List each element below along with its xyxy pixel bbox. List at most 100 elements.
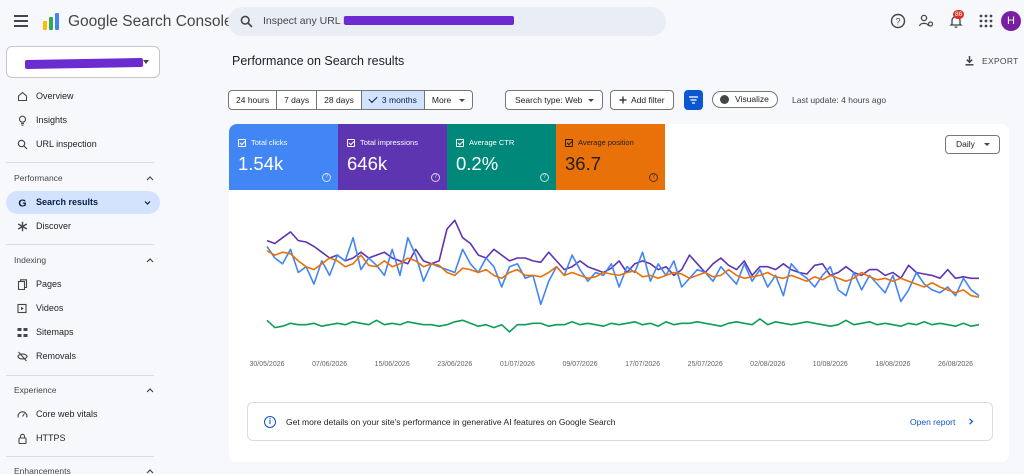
sitemap-icon [17,328,28,337]
chevron-right-icon[interactable] [968,418,974,425]
search-icon [240,15,253,28]
range-more-label: More [431,95,452,105]
x-tick-label: 17/07/2026 [625,361,660,368]
metric-average-ctr[interactable]: Average CTR 0.2% ? [447,124,556,190]
metric-label: Total clicks [251,138,288,147]
date-range-selector: 24 hours 7 days 28 days 3 months More [228,90,474,110]
add-filter-button[interactable]: Add filter [610,90,674,110]
checkbox-icon[interactable] [238,139,246,147]
sidebar-item-url-inspection[interactable]: URL inspection [6,133,160,156]
help-icon[interactable]: ? [431,173,440,182]
range-24-hours[interactable]: 24 hours [229,91,278,109]
series-line-total-clicks[interactable] [266,236,980,306]
sidebar-item-insights[interactable]: Insights [6,109,160,132]
divider [6,375,154,376]
checkbox-icon[interactable] [347,139,355,147]
checkbox-icon[interactable] [565,139,573,147]
app-title[interactable]: Google Search Console [68,13,233,31]
visualize-button[interactable]: Visualize [712,91,778,108]
top-bar: Google Search Console Inspect any URL in… [0,0,1024,44]
download-icon [965,56,974,66]
sidebar-item-label: Core web vitals [36,409,98,419]
google-g-icon: G [18,198,26,209]
section-heading-indexing[interactable]: Indexing [14,255,47,265]
metric-average-position[interactable]: Average position 36.7 ? [556,124,665,190]
metric-label: Total impressions [360,138,418,147]
property-selector[interactable] [6,46,160,78]
series-line-total-impressions[interactable] [266,219,979,280]
sidebar-item-videos[interactable]: Videos [6,297,160,320]
chevron-up-icon[interactable] [146,175,154,181]
help-icon[interactable]: ? [322,173,331,182]
chevron-down-icon [588,99,595,103]
filter-lines-icon [689,96,698,104]
url-inspection-search[interactable]: Inspect any URL in [228,7,666,36]
redacted-property-name [344,16,514,25]
metric-total-impressions[interactable]: Total impressions 646k ? [338,124,447,190]
sidebar-item-label: Insights [36,115,68,125]
last-update-text: Last update: 4 hours ago [792,95,887,105]
metric-label: Average CTR [469,138,515,147]
lightbulb-icon [18,115,27,126]
help-icon[interactable]: ? [540,173,549,182]
section-heading-experience[interactable]: Experience [14,385,57,395]
sidebar-item-label: Removals [36,351,77,361]
series-line-average-position[interactable] [266,250,980,298]
metric-total-clicks[interactable]: Total clicks 1.54k ? [229,124,338,190]
chevron-up-icon[interactable] [146,468,154,474]
divider [6,162,154,163]
help-icon[interactable]: ? [890,13,906,29]
search-icon [17,139,28,150]
page-title: Performance on Search results [232,54,405,68]
search-console-logo-icon [43,13,59,30]
granularity-dropdown[interactable]: Daily [945,135,1000,154]
info-icon: i [264,416,276,428]
sidebar-item-https[interactable]: HTTPS [6,427,160,450]
range-28-days[interactable]: 28 days [317,91,362,109]
manage-users-icon[interactable] [918,13,934,29]
x-tick-label: 10/08/2026 [813,361,848,368]
sidebar-item-sitemaps[interactable]: Sitemaps [6,321,160,344]
pages-icon [17,279,28,290]
range-more-dropdown[interactable]: More [425,91,472,109]
visualize-label: Visualize [735,94,769,104]
sidebar-item-removals[interactable]: Removals [6,345,160,368]
open-report-link[interactable]: Open report [910,417,956,427]
apps-grid-icon[interactable] [978,13,994,29]
sidebar-item-label: Pages [36,279,62,289]
sidebar-item-search-results[interactable]: G Search results [6,191,160,214]
sidebar-item-label: Search results [36,197,99,207]
divider [6,244,154,245]
sidebar-item-discover[interactable]: Discover [6,215,160,238]
search-type-dropdown[interactable]: Search type: Web [505,90,604,110]
range-3-months[interactable]: 3 months [361,91,425,109]
sidebar-item-label: URL inspection [36,139,97,149]
asterisk-icon [17,221,28,232]
sidebar-item-pages[interactable]: Pages [6,273,160,296]
filter-settings-button[interactable] [684,90,703,110]
svg-text:G: G [18,198,26,209]
removal-icon [17,351,28,362]
chevron-up-icon[interactable] [146,387,154,393]
metric-value: 1.54k [238,153,284,174]
range-7-days[interactable]: 7 days [277,91,318,109]
sidebar-item-label: HTTPS [36,433,66,443]
series-line-average-ctr[interactable] [266,318,980,333]
account-avatar[interactable]: H [1001,11,1021,31]
checkbox-icon[interactable] [456,139,464,147]
x-tick-label: 18/08/2026 [875,361,910,368]
sidebar-item-core-web-vitals[interactable]: Core web vitals [6,403,160,426]
section-heading-performance[interactable]: Performance [14,173,63,183]
redacted-property-name [24,57,144,70]
chevron-up-icon[interactable] [146,257,154,263]
chevron-down-icon [143,60,149,64]
menu-icon[interactable] [14,15,28,27]
chevron-down-icon[interactable] [144,199,151,206]
help-icon[interactable]: ? [649,173,658,182]
performance-line-chart[interactable]: 30/05/2026 07/06/2026 15/06/2026 23/06/2026… [229,190,1009,380]
notification-count-badge: 86 [953,10,965,19]
sidebar-item-overview[interactable]: Overview [6,85,160,108]
search-placeholder: Inspect any URL in [263,15,352,27]
x-tick-label: 23/06/2026 [437,361,472,368]
section-heading-enhancements[interactable]: Enhancements [14,466,71,474]
